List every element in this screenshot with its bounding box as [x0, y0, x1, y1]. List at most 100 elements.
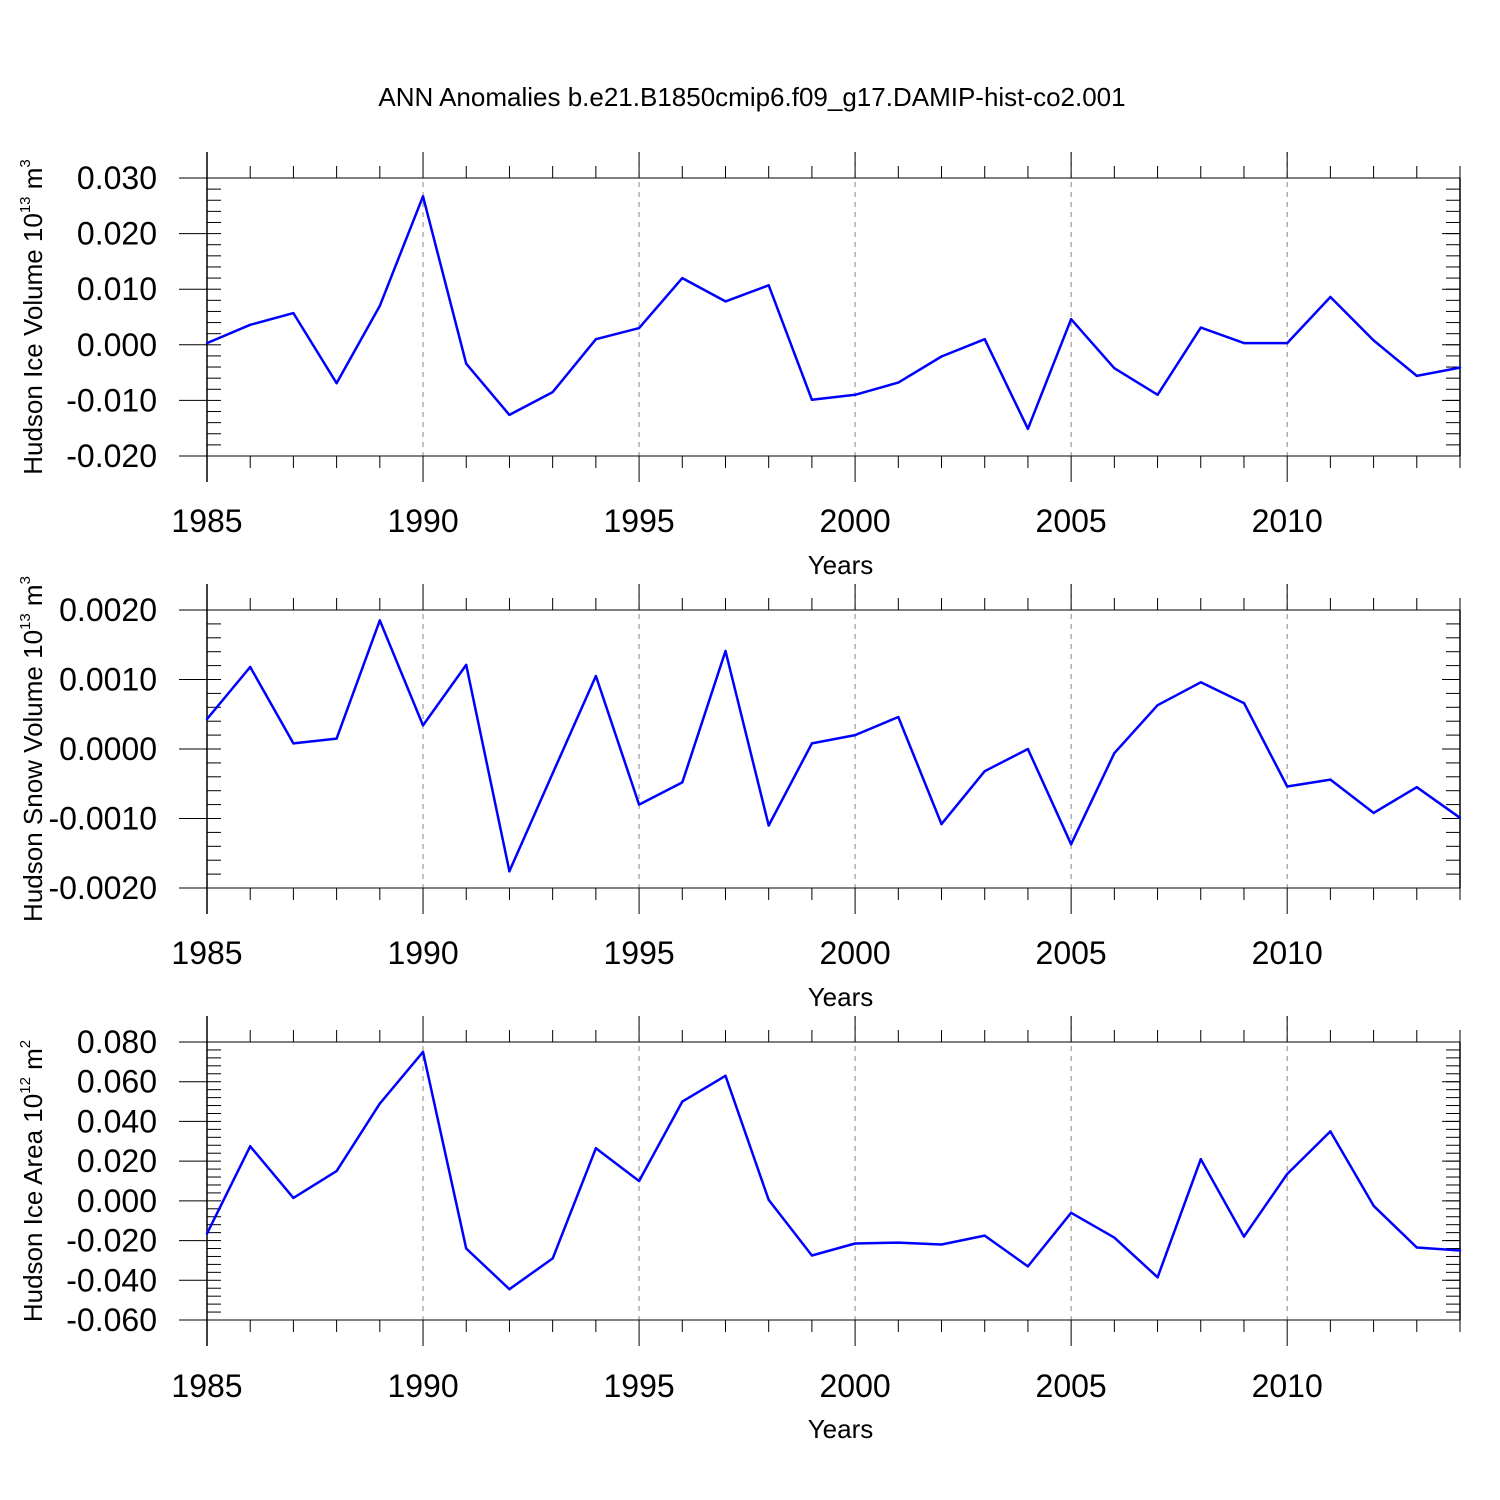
series-line [206, 619, 1461, 873]
data-point [551, 390, 554, 394]
y-tick-label: -0.010 [66, 382, 157, 418]
x-tick-label: 2005 [1036, 503, 1107, 539]
data-point [1242, 341, 1246, 345]
data-point [1156, 704, 1159, 707]
data-point [249, 1145, 252, 1148]
data-point [1113, 1236, 1116, 1239]
data-point [508, 1288, 511, 1291]
data-point [1285, 1172, 1289, 1176]
data-point [1329, 778, 1332, 781]
series-line [205, 1050, 1461, 1291]
data-point [724, 649, 727, 653]
x-tick-label: 1990 [387, 935, 458, 971]
x-tick-label: 2010 [1252, 1368, 1323, 1404]
data-point [1329, 1130, 1332, 1133]
data-point [1415, 374, 1418, 378]
data-point [681, 276, 684, 280]
data-point [1242, 701, 1246, 705]
y-tick-label: -0.0020 [48, 870, 157, 906]
data-point [205, 1232, 209, 1235]
data-point [637, 1179, 641, 1183]
data-point [1458, 366, 1462, 369]
data-point [421, 195, 425, 198]
data-point [1026, 747, 1030, 751]
y-tick-label: 0.020 [77, 1143, 157, 1179]
data-point [1199, 326, 1202, 329]
y-tick-label: 0.0000 [59, 731, 157, 767]
x-tick-label: 2010 [1252, 935, 1323, 971]
data-point [853, 393, 857, 397]
data-point [378, 1102, 382, 1105]
y-tick-label: -0.040 [66, 1262, 157, 1298]
data-point [1372, 811, 1375, 815]
data-point [1069, 1211, 1073, 1214]
data-point [378, 304, 382, 308]
data-point [1026, 1265, 1030, 1268]
data-point [1113, 751, 1116, 755]
data-point [1156, 393, 1159, 397]
data-point [292, 1196, 295, 1200]
data-point [810, 742, 814, 745]
data-point [421, 724, 425, 727]
data-point [508, 413, 511, 417]
y-tick-label: 0.000 [77, 327, 157, 363]
data-point [1458, 816, 1462, 820]
data-point [1329, 295, 1332, 299]
data-point [940, 1243, 943, 1246]
x-axis-label: Years [808, 982, 874, 1012]
data-point [1199, 1157, 1202, 1161]
x-tick-label: 2005 [1036, 935, 1107, 971]
data-point [1069, 843, 1073, 846]
y-tick-label: 0.060 [77, 1064, 157, 1100]
x-tick-label: 1990 [387, 503, 458, 539]
data-point [897, 1241, 900, 1244]
data-point [335, 737, 338, 740]
x-tick-label: 1985 [171, 1368, 242, 1404]
y-tick-label: 0.000 [77, 1183, 157, 1219]
data-point [249, 665, 252, 669]
x-tick-label: 1995 [603, 935, 674, 971]
x-axis-label: Years [808, 550, 874, 580]
panel-2: -0.0020 -0.0010 0.0000 0.0010 0.0020 1985 1990… [17, 576, 1462, 1012]
data-point [940, 355, 943, 358]
y-tick-label: 0.0020 [59, 592, 157, 628]
chart-title: ANN Anomalies b.e21.B1850cmip6.f09_g17.D… [378, 82, 1125, 112]
data-point [767, 284, 770, 287]
data-point [508, 870, 511, 873]
x-tick-label: 1995 [603, 503, 674, 539]
data-point [853, 733, 857, 737]
data-point [205, 341, 209, 345]
y-axis-label: Hudson Ice Area 1012 m2 [17, 1040, 48, 1322]
data-point [983, 1234, 986, 1237]
y-axis-label: Hudson Snow Volume 1013 m3 [17, 576, 48, 922]
data-point [594, 674, 598, 678]
data-point [853, 1242, 857, 1245]
data-point [983, 770, 986, 773]
data-point [465, 663, 468, 667]
data-point [767, 824, 770, 827]
y-tick-label: 0.030 [77, 160, 157, 196]
y-tick-label: 0.040 [77, 1103, 157, 1139]
data-point [335, 1169, 338, 1173]
data-point [551, 772, 554, 775]
y-tick-label: -0.0010 [48, 801, 157, 837]
data-point [292, 742, 295, 745]
y-axis-label: Hudson Ice Volume 1013 m3 [17, 159, 48, 475]
data-point [637, 326, 641, 330]
data-point [594, 338, 598, 341]
panel-1: -0.020 -0.010 0.000 0.010 0.020 0.030 1985 1990… [17, 152, 1462, 580]
y-tick-label: 0.020 [77, 216, 157, 252]
y-tick-label: 0.010 [77, 271, 157, 307]
x-tick-label: 1985 [171, 503, 242, 539]
x-tick-label: 2005 [1036, 1368, 1107, 1404]
y-tick-label: -0.060 [66, 1302, 157, 1338]
x-tick-label: 2000 [820, 503, 891, 539]
data-point [1026, 427, 1030, 430]
data-point [681, 781, 684, 784]
y-tick-label: -0.020 [66, 438, 157, 474]
panels: -0.020 -0.010 0.000 0.010 0.020 0.030 1985 1990… [17, 152, 1462, 1444]
data-point [594, 1147, 598, 1150]
data-point [1069, 318, 1073, 321]
data-point [421, 1050, 425, 1054]
y-tick-label: -0.020 [66, 1223, 157, 1259]
